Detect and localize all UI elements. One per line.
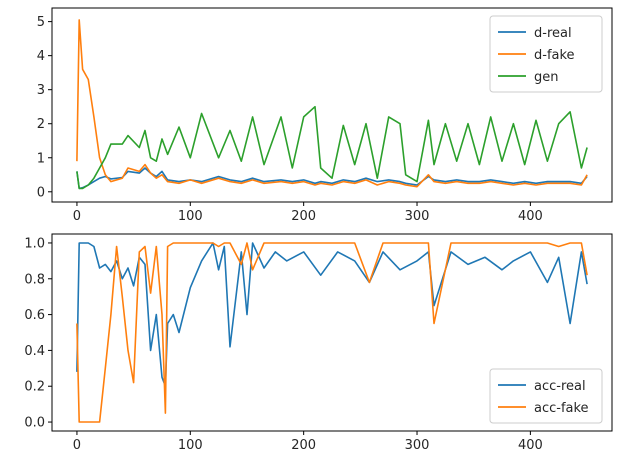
legend-label-gen: gen	[534, 70, 559, 85]
legend-label-d-fake: d-fake	[534, 48, 575, 63]
y-tick-label: 2	[37, 117, 45, 132]
x-tick-label: 200	[291, 438, 316, 453]
x-tick-label: 300	[405, 209, 430, 224]
legend-box	[489, 15, 603, 93]
legend-label-d-real: d-real	[534, 26, 572, 41]
x-tick-label: 0	[73, 438, 81, 453]
series-line-acc-real	[76, 242, 588, 388]
legend: d-real d-fake gen	[489, 15, 603, 93]
y-tick-label: 4	[37, 49, 45, 64]
legend-label-acc-real: acc-real	[534, 379, 586, 394]
y-tick-label: 0.2	[24, 380, 45, 395]
y-tick-label: 0.0	[24, 416, 45, 431]
subplot-1: 0 100 200 300 400 0 1 2 3 4 5 d-real d-fake gen	[37, 7, 613, 224]
y-tick-label: 1.0	[24, 236, 45, 251]
series-line-d-real	[76, 167, 588, 190]
y-tick-label: 3	[37, 83, 45, 98]
series-line-gen	[76, 105, 588, 190]
x-tick-label: 300	[405, 438, 430, 453]
x-tick-label: 400	[518, 209, 543, 224]
x-tick-label: 100	[178, 438, 203, 453]
series-line-acc-fake	[76, 242, 588, 423]
x-tick-label: 100	[178, 209, 203, 224]
y-tick-label: 1	[37, 151, 45, 166]
legend-box	[489, 368, 603, 424]
x-tick-label: 0	[73, 209, 81, 224]
y-tick-label: 0.8	[24, 272, 45, 287]
x-tick-label: 400	[518, 438, 543, 453]
x-tick-label: 200	[291, 209, 316, 224]
series-line-d-fake	[76, 19, 588, 188]
y-tick-label: 5	[37, 15, 45, 30]
axes-frame	[51, 233, 613, 432]
y-tick-label: 0.4	[24, 344, 45, 359]
legend: acc-real acc-fake	[489, 368, 603, 424]
legend-label-acc-fake: acc-fake	[534, 401, 589, 416]
y-tick-label: 0	[37, 185, 45, 200]
axes-frame	[51, 7, 613, 203]
subplot-2: 0 100 200 300 4000.00.20.40.60.81.0acc-reala…	[24, 233, 613, 453]
y-tick-label: 0.6	[24, 308, 45, 323]
